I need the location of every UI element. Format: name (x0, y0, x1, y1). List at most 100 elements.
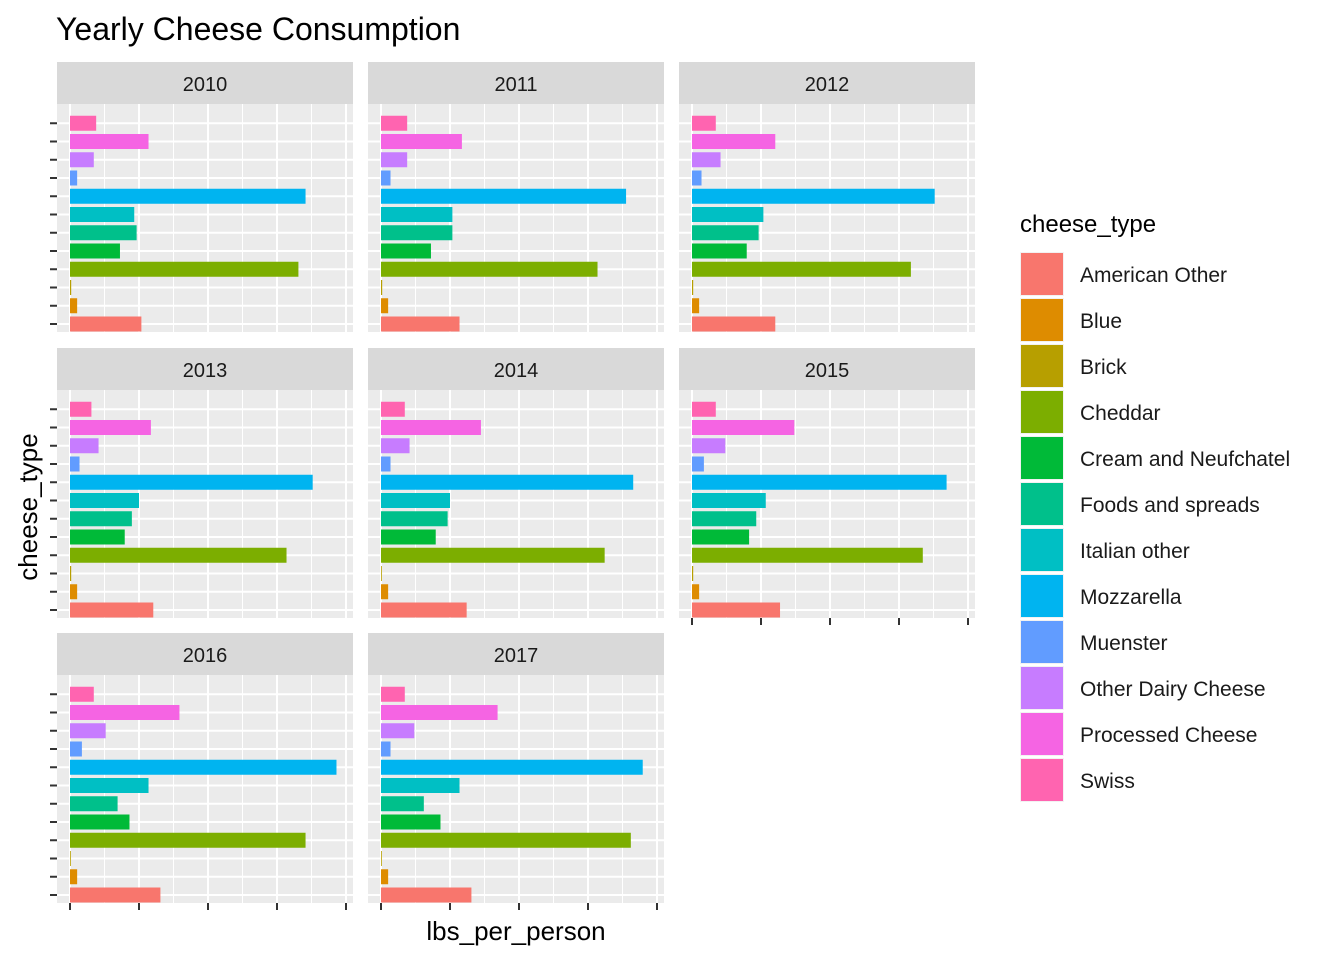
bar-cream-and-neufchatel-2012 (692, 243, 747, 259)
facet-strip-label: 2016 (183, 645, 228, 667)
bar-italian-other-2014 (381, 493, 450, 508)
bar-american-other-2014 (381, 602, 467, 618)
bar-muenster-2016 (70, 741, 82, 757)
bar-swiss-2012 (692, 115, 716, 131)
bar-italian-other-2016 (70, 778, 149, 793)
chart-title: Yearly Cheese Consumption (56, 11, 460, 47)
bar-blue-2014 (381, 584, 389, 600)
bar-processed-cheese-2013 (70, 420, 151, 435)
legend-item-swiss: Swiss (1020, 758, 1135, 802)
legend-label: Processed Cheese (1080, 724, 1257, 747)
bar-foods-and-spreads-2010 (70, 225, 137, 241)
bar-cheddar-2017 (381, 832, 631, 848)
bar-other-dairy-cheese-2017 (381, 723, 415, 739)
legend-key-swatch (1021, 621, 1063, 663)
bar-cheddar-2011 (381, 261, 598, 277)
bar-foods-and-spreads-2012 (692, 225, 759, 241)
legend-label: Blue (1080, 310, 1122, 333)
bar-cheddar-2012 (692, 261, 911, 277)
bar-cream-and-neufchatel-2016 (70, 814, 130, 830)
bar-blue-2017 (381, 869, 389, 885)
bar-italian-other-2015 (692, 493, 766, 508)
bar-american-other-2011 (381, 316, 460, 332)
bar-processed-cheese-2014 (381, 420, 481, 435)
facet-panel-2010: 2010 (50, 62, 353, 332)
bar-swiss-2010 (70, 115, 97, 131)
bar-brick-2014 (381, 566, 382, 581)
facet-strip (679, 62, 975, 104)
bar-mozzarella-2011 (381, 188, 627, 204)
bar-muenster-2017 (381, 741, 391, 757)
bar-swiss-2016 (70, 686, 94, 702)
facet-panel-2011: 2011 (368, 62, 664, 332)
bar-cream-and-neufchatel-2017 (381, 814, 441, 830)
legend-label: Cream and Neufchatel (1080, 448, 1290, 471)
legend-key-swatch (1021, 667, 1063, 709)
bar-swiss-2014 (381, 401, 405, 417)
bar-blue-2015 (692, 584, 700, 600)
bar-blue-2013 (70, 584, 78, 600)
facet-strip-label: 2012 (805, 74, 850, 96)
bar-blue-2016 (70, 869, 78, 885)
bar-cheddar-2015 (692, 547, 923, 563)
bar-cheddar-2010 (70, 261, 299, 277)
bar-mozzarella-2017 (381, 759, 643, 775)
facet-strip (57, 348, 353, 390)
bar-muenster-2011 (381, 170, 391, 186)
legend-item-brick: Brick (1020, 344, 1127, 388)
facet-strip-label: 2010 (183, 74, 228, 96)
facet-panel-2016: 2016 (50, 633, 353, 910)
x-axis-title: lbs_per_person (426, 916, 605, 946)
bar-other-dairy-cheese-2010 (70, 152, 94, 168)
bar-swiss-2013 (70, 401, 92, 417)
legend-item-american-other: American Other (1020, 252, 1227, 296)
bar-mozzarella-2010 (70, 188, 306, 204)
bar-mozzarella-2016 (70, 759, 337, 775)
facet-strip (368, 633, 664, 675)
legend-label: American Other (1080, 264, 1227, 287)
bar-blue-2011 (381, 298, 389, 314)
bar-other-dairy-cheese-2011 (381, 152, 408, 168)
bar-italian-other-2013 (70, 493, 139, 508)
bar-swiss-2015 (692, 401, 716, 417)
facet-strip-label: 2013 (183, 360, 228, 382)
facet-panel-2017: 2017 (368, 633, 664, 910)
legend-label: Muenster (1080, 632, 1168, 655)
bar-american-other-2013 (70, 602, 154, 618)
legend-label: Foods and spreads (1080, 494, 1260, 517)
y-axis-title: cheese_type (13, 433, 43, 580)
bar-foods-and-spreads-2015 (692, 511, 757, 527)
legend-key-swatch (1021, 253, 1063, 295)
bar-blue-2010 (70, 298, 78, 314)
bar-brick-2016 (70, 851, 71, 866)
legend-key-swatch (1021, 529, 1063, 571)
facet-strip (368, 62, 664, 104)
facet-strip (368, 348, 664, 390)
bar-muenster-2014 (381, 456, 391, 472)
bar-brick-2011 (381, 280, 383, 295)
facet-panels: 2010 2011 2012 2013 2014 2015 2016 2017 (50, 62, 975, 910)
bar-foods-and-spreads-2011 (381, 225, 453, 241)
bar-other-dairy-cheese-2012 (692, 152, 721, 168)
legend-key-swatch (1021, 483, 1063, 525)
bar-other-dairy-cheese-2016 (70, 723, 106, 739)
bar-american-other-2012 (692, 316, 776, 332)
bar-american-other-2010 (70, 316, 142, 332)
bar-foods-and-spreads-2017 (381, 796, 424, 812)
facet-panel-2012: 2012 (679, 62, 975, 332)
bar-italian-other-2012 (692, 207, 764, 222)
bar-foods-and-spreads-2016 (70, 796, 118, 812)
legend-item-muenster: Muenster (1020, 620, 1168, 664)
bar-cream-and-neufchatel-2014 (381, 529, 436, 545)
bar-mozzarella-2012 (692, 188, 935, 204)
bar-italian-other-2017 (381, 778, 460, 793)
bar-italian-other-2011 (381, 207, 453, 222)
legend: cheese_type American Other Blue Brick Chedd… (1020, 211, 1290, 802)
bar-foods-and-spreads-2014 (381, 511, 448, 527)
bar-other-dairy-cheese-2015 (692, 438, 726, 454)
bar-processed-cheese-2010 (70, 134, 149, 149)
bar-cream-and-neufchatel-2013 (70, 529, 125, 545)
legend-label: Mozzarella (1080, 586, 1182, 609)
facet-strip (57, 633, 353, 675)
legend-item-cream-and-neufchatel: Cream and Neufchatel (1020, 436, 1290, 480)
